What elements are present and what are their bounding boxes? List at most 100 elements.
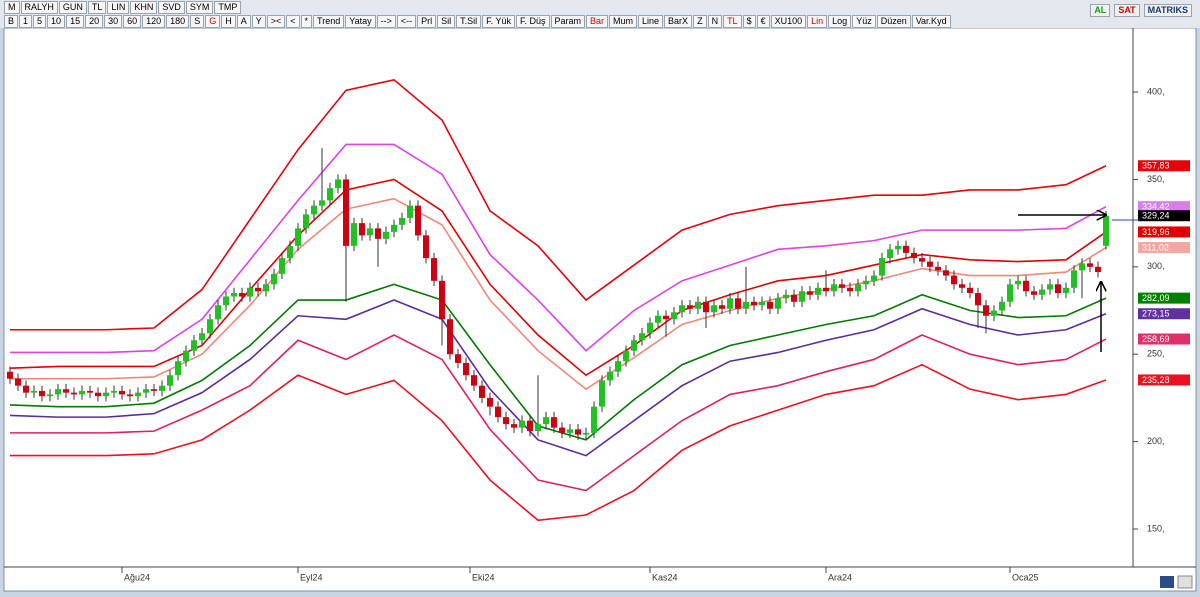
toolbar-button[interactable]: TL: [87, 1, 107, 14]
toolbar-button[interactable]: Yüz: [852, 15, 876, 28]
toolbar-button[interactable]: H: [221, 15, 236, 28]
toolbar-button[interactable]: -->: [376, 15, 396, 28]
toolbar-button[interactable]: *: [300, 15, 313, 28]
toolbar-button[interactable]: Düzen: [876, 15, 911, 28]
band-line: [10, 78, 1107, 331]
toolbar-button[interactable]: LIN: [107, 1, 130, 14]
candle-body: [543, 417, 549, 425]
candle-body: [87, 390, 93, 393]
toolbar-button[interactable]: 180: [166, 15, 190, 28]
toolbar-button[interactable]: Trend: [313, 15, 345, 28]
x-tick-label: Eki24: [472, 572, 495, 582]
toolbar-button[interactable]: XU100: [770, 15, 807, 28]
toolbar-button[interactable]: A: [236, 15, 251, 28]
toolbar-button[interactable]: S: [190, 15, 205, 28]
icon[interactable]: [1160, 576, 1174, 588]
candle-body: [175, 361, 181, 376]
candle-body: [1063, 287, 1069, 294]
toolbar-button[interactable]: <: [286, 15, 300, 28]
candle-body: [975, 293, 981, 306]
toolbar-button[interactable]: T.Sil: [456, 15, 482, 28]
candle-body: [935, 266, 941, 271]
toolbar-button[interactable]: B: [4, 15, 19, 28]
toolbar-button[interactable]: TMP: [214, 1, 242, 14]
candle-body: [183, 350, 189, 362]
toolbar-button[interactable]: Param: [550, 15, 586, 28]
toolbar-button[interactable]: 1: [19, 15, 33, 28]
candle-body: [999, 301, 1005, 311]
candle-body: [511, 424, 517, 428]
candle-body: [7, 371, 13, 379]
toolbar-button[interactable]: Prl: [417, 15, 437, 28]
band-line: [9, 299, 1107, 457]
toolbar-button[interactable]: 15: [66, 15, 85, 28]
toolbar-button[interactable]: SAT: [1114, 4, 1140, 17]
toolbar-button[interactable]: 30: [104, 15, 123, 28]
toolbar-button[interactable]: $: [742, 15, 756, 28]
candle-body: [775, 298, 781, 309]
candle-body: [991, 310, 997, 316]
toolbar-button[interactable]: Y: [251, 15, 266, 28]
candle-body: [567, 429, 573, 433]
toolbar-button[interactable]: G: [205, 15, 221, 28]
toolbar-button[interactable]: BarX: [664, 15, 693, 28]
toolbar-button[interactable]: SVD: [158, 1, 185, 14]
toolbar-button[interactable]: Lin: [807, 15, 828, 28]
price-label-box: [1138, 210, 1190, 222]
toolbar-button[interactable]: TL: [723, 15, 742, 28]
candle-body: [167, 375, 173, 386]
candle-body: [223, 296, 229, 306]
toolbar-button[interactable]: <--: [396, 15, 417, 28]
toolbar-button[interactable]: SYM: [185, 1, 214, 14]
candle-body: [71, 392, 77, 395]
candle-body: [375, 228, 381, 239]
candle-body: [951, 275, 957, 285]
candle-body: [463, 362, 469, 376]
toolbar-button[interactable]: F. Düş: [515, 15, 550, 28]
toolbar-button[interactable]: KHN: [130, 1, 158, 14]
toolbar-button[interactable]: MATRIKS: [1143, 4, 1192, 17]
candle-body: [639, 333, 645, 341]
candle-body: [335, 179, 341, 189]
toolbar-button[interactable]: Line: [638, 15, 664, 28]
x-tick-label: Ağu24: [124, 572, 150, 582]
icon[interactable]: [1177, 575, 1193, 589]
toolbar-button[interactable]: Log: [828, 15, 852, 28]
candle-body: [39, 390, 45, 397]
candle-body: [359, 223, 365, 236]
toolbar-button[interactable]: Sil: [437, 15, 456, 28]
candle-body: [703, 301, 709, 313]
toolbar-button[interactable]: AL: [1090, 4, 1111, 17]
toolbar-button[interactable]: 5: [33, 15, 47, 28]
x-tick-label: Eyl24: [300, 572, 323, 582]
toolbar-button[interactable]: Mum: [609, 15, 638, 28]
toolbar-button[interactable]: 10: [47, 15, 66, 28]
toolbar-button[interactable]: Yatay: [345, 15, 376, 28]
toolbar-right: AL SAT MATRIKS: [1090, 4, 1192, 17]
toolbar-button[interactable]: €: [756, 15, 770, 28]
toolbar-button[interactable]: M: [4, 1, 20, 14]
toolbar-button[interactable]: 60: [123, 15, 142, 28]
candle-body: [31, 390, 37, 393]
candle-body: [103, 392, 109, 397]
toolbar-button[interactable]: Bar: [586, 15, 609, 28]
toolbar-button[interactable]: ><: [266, 15, 286, 28]
candle-body: [599, 380, 605, 407]
candle-body: [55, 389, 61, 395]
toolbar-button[interactable]: 20: [85, 15, 104, 28]
candle-body: [1087, 263, 1093, 267]
toolbar-button[interactable]: F. Yük: [482, 15, 515, 28]
toolbar-button[interactable]: Var.Kyd: [911, 15, 951, 28]
toolbar-button[interactable]: GUN: [58, 1, 87, 14]
candle-body: [407, 205, 413, 218]
candle-body: [263, 284, 269, 292]
toolbar-button[interactable]: 120: [142, 15, 166, 28]
candle-body: [527, 420, 533, 432]
toolbar-button[interactable]: N: [707, 15, 723, 28]
toolbar-button[interactable]: Z: [693, 15, 707, 28]
candle-body: [647, 322, 653, 334]
candle-body: [863, 280, 869, 285]
toolbar-button[interactable]: RALYH: [20, 1, 58, 14]
candle-body: [911, 252, 917, 259]
